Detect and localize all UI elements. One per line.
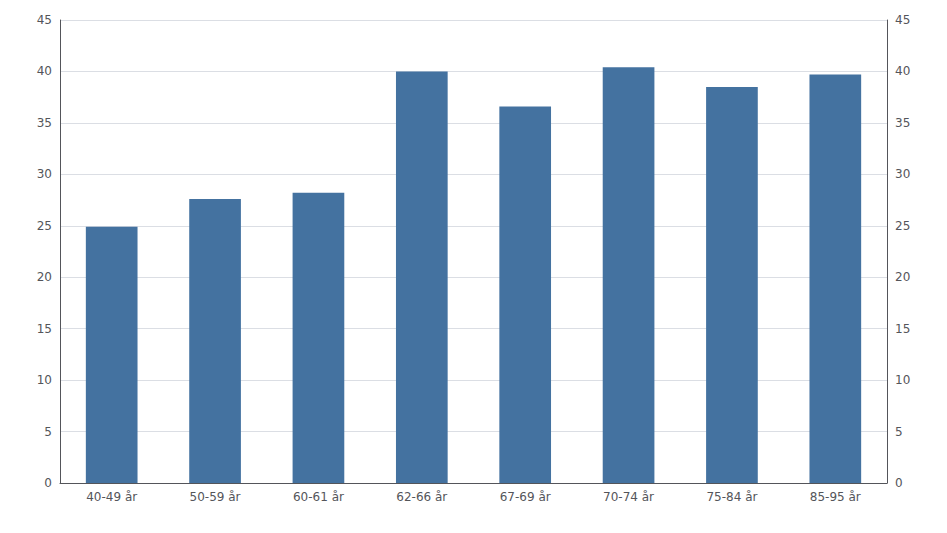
svg-text:62-66 år: 62-66 år <box>396 490 447 504</box>
svg-text:15: 15 <box>895 322 910 336</box>
svg-text:20: 20 <box>37 270 52 284</box>
svg-text:20: 20 <box>895 270 910 284</box>
svg-text:5: 5 <box>895 425 903 439</box>
svg-text:25: 25 <box>37 219 52 233</box>
svg-text:5: 5 <box>44 425 52 439</box>
svg-text:10: 10 <box>895 373 910 387</box>
svg-text:75-84 år: 75-84 år <box>706 490 757 504</box>
svg-text:30: 30 <box>37 167 52 181</box>
svg-text:45: 45 <box>37 13 52 27</box>
svg-text:70-74 år: 70-74 år <box>603 490 654 504</box>
svg-text:40: 40 <box>895 64 910 78</box>
svg-text:25: 25 <box>895 219 910 233</box>
svg-text:35: 35 <box>37 116 52 130</box>
svg-text:60-61 år: 60-61 år <box>293 490 344 504</box>
svg-text:10: 10 <box>37 373 52 387</box>
svg-text:15: 15 <box>37 322 52 336</box>
svg-text:35: 35 <box>895 116 910 130</box>
svg-text:85-95 år: 85-95 år <box>810 490 861 504</box>
svg-text:0: 0 <box>895 476 903 490</box>
svg-text:50-59 år: 50-59 år <box>190 490 241 504</box>
svg-text:40-49 år: 40-49 år <box>86 490 137 504</box>
svg-text:67-69 år: 67-69 år <box>500 490 551 504</box>
svg-text:0: 0 <box>44 476 52 490</box>
svg-text:30: 30 <box>895 167 910 181</box>
svg-text:45: 45 <box>895 13 910 27</box>
svg-text:40: 40 <box>37 64 52 78</box>
